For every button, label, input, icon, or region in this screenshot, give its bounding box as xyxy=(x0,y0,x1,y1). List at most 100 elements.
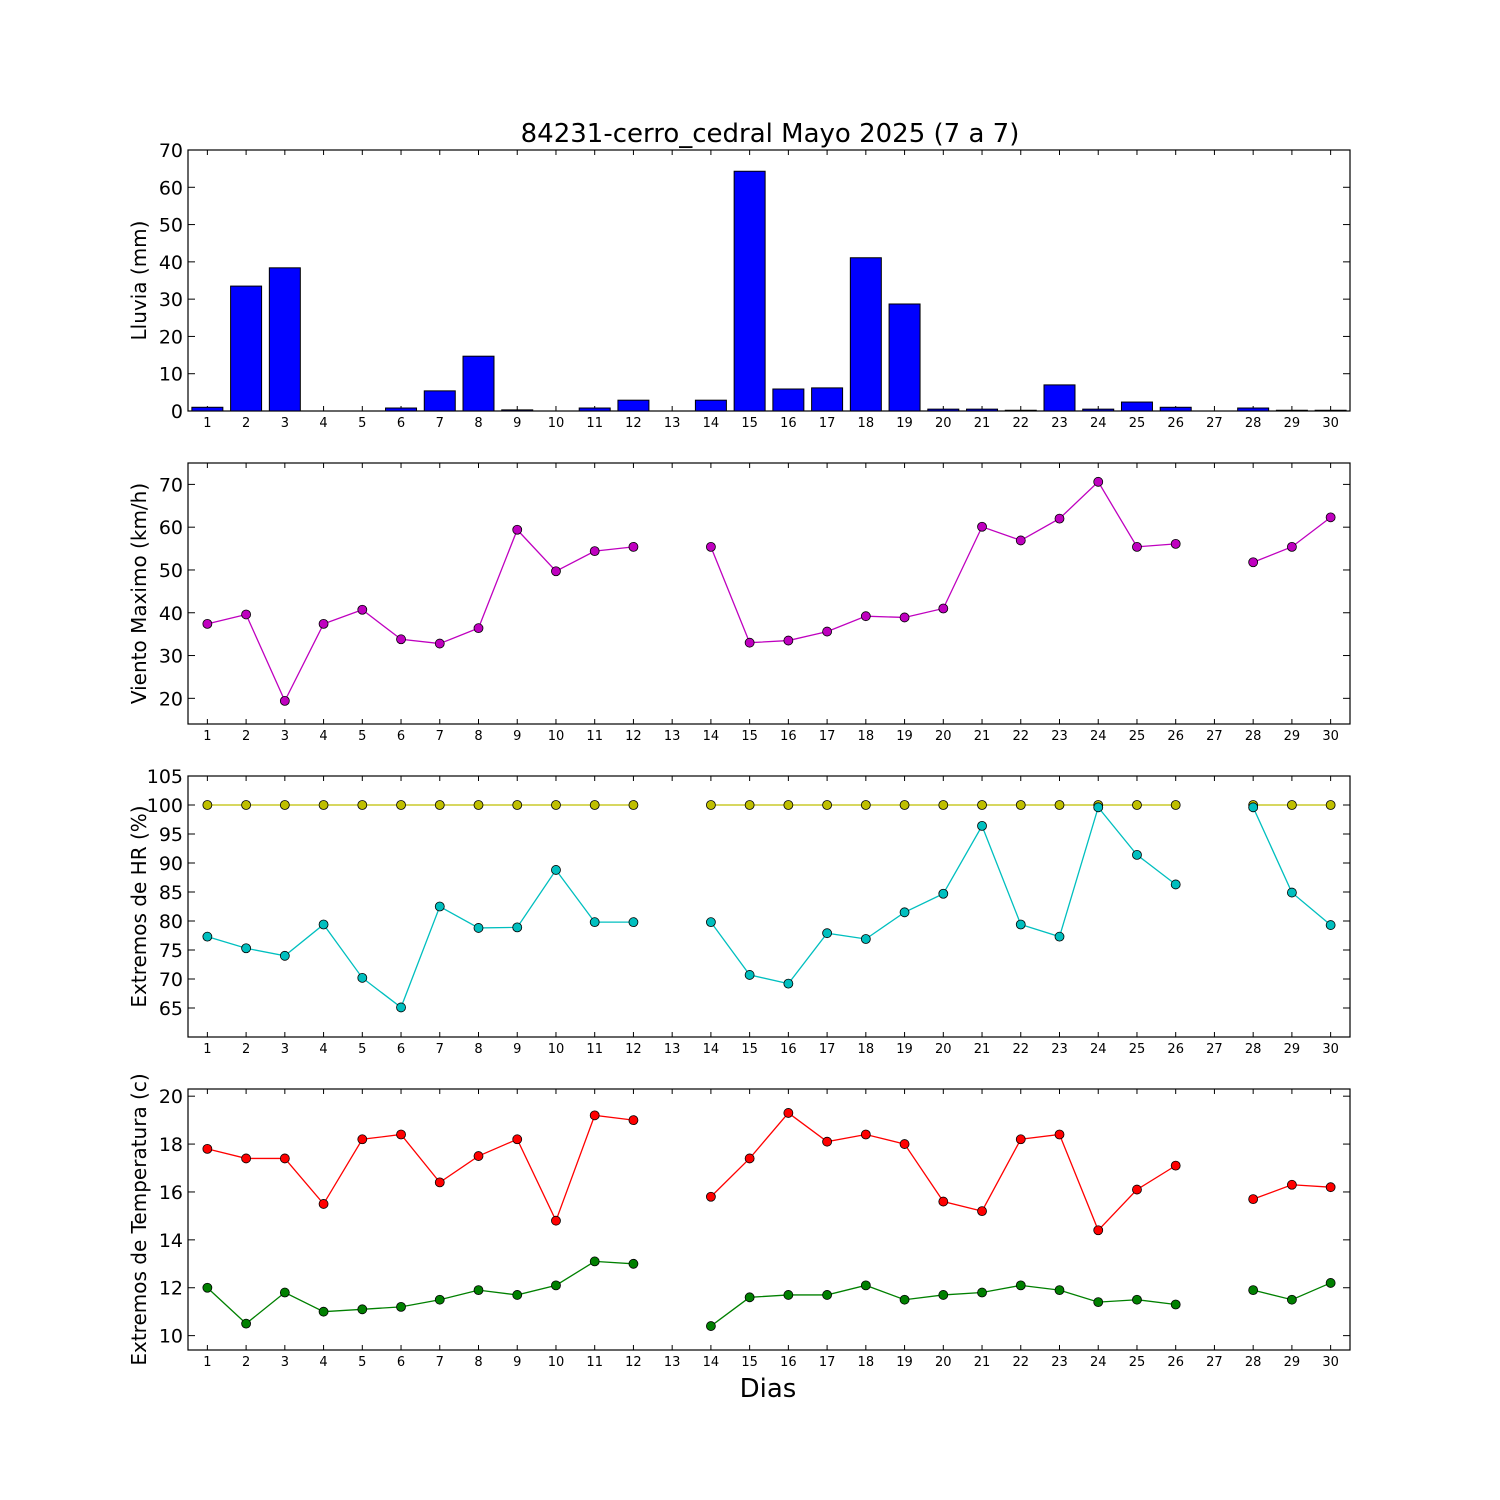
y-tick-label: 20 xyxy=(159,688,183,710)
x-tick-label: 1 xyxy=(203,729,211,744)
data-point xyxy=(551,800,561,810)
data-point xyxy=(357,604,368,615)
x-tick-label: 11 xyxy=(586,1042,603,1057)
x-tick-label: 11 xyxy=(586,729,603,744)
data-point xyxy=(279,950,290,961)
data-point xyxy=(357,972,368,983)
x-tick-label: 4 xyxy=(319,729,327,744)
x-tick-label: 25 xyxy=(1129,416,1146,431)
x-tick-label: 11 xyxy=(586,1355,603,1370)
data-point xyxy=(783,978,794,989)
y-tick-label: 80 xyxy=(159,911,183,933)
data-point xyxy=(744,1292,755,1303)
x-tick-label: 24 xyxy=(1090,1355,1107,1370)
x-tick-label: 20 xyxy=(935,729,952,744)
x-tick-label: 28 xyxy=(1245,1355,1262,1370)
x-tick-label: 12 xyxy=(625,729,642,744)
bar xyxy=(1082,408,1115,412)
x-tick-label: 5 xyxy=(358,1042,366,1057)
data-point xyxy=(1248,557,1259,568)
x-tick-label: 4 xyxy=(319,1042,327,1057)
data-point xyxy=(1132,1294,1142,1305)
plot-area xyxy=(187,149,1351,412)
x-tick-label: 1 xyxy=(203,1042,211,1057)
x-tick-label: 2 xyxy=(242,729,250,744)
x-tick-label: 19 xyxy=(896,729,913,744)
y-axis-label: Extremos de HR (%) xyxy=(127,805,151,1007)
y-tick-label: 85 xyxy=(159,882,183,904)
data-point xyxy=(357,800,368,810)
bar xyxy=(578,407,611,412)
x-tick-label: 29 xyxy=(1284,1355,1301,1370)
x-tick-label: 27 xyxy=(1206,1355,1223,1370)
bar xyxy=(1004,409,1037,412)
x-tick-label: 23 xyxy=(1051,729,1068,744)
data-point xyxy=(1248,802,1259,813)
x-tick-label: 6 xyxy=(397,1042,405,1057)
data-point xyxy=(396,634,406,645)
x-tick-label: 17 xyxy=(819,1355,836,1370)
data-point xyxy=(318,618,329,629)
data-point xyxy=(202,1282,213,1293)
data-point xyxy=(241,609,252,620)
data-point xyxy=(1054,1129,1065,1140)
data-point xyxy=(1287,1294,1297,1305)
y-tick-label: 95 xyxy=(159,824,183,846)
data-point xyxy=(512,922,523,933)
data-point xyxy=(434,1294,445,1305)
y-tick-label: 14 xyxy=(159,1230,183,1252)
bar xyxy=(1237,407,1270,412)
bar xyxy=(888,303,921,412)
x-tick-label: 9 xyxy=(513,1355,521,1370)
data-point xyxy=(1287,800,1297,810)
data-point xyxy=(473,923,484,933)
x-tick-label: 3 xyxy=(281,1355,289,1370)
data-point xyxy=(241,1318,252,1329)
data-point xyxy=(860,1280,871,1291)
data-point xyxy=(1132,800,1142,810)
x-tick-label: 5 xyxy=(358,729,366,744)
data-point xyxy=(1248,1194,1259,1205)
x-tick-label: 8 xyxy=(474,1355,482,1370)
x-tick-label: 2 xyxy=(242,1355,250,1370)
x-tick-label: 24 xyxy=(1090,729,1107,744)
x-tick-label: 10 xyxy=(548,416,565,431)
x-tick-label: 21 xyxy=(974,1355,991,1370)
data-point xyxy=(473,1151,484,1161)
bar xyxy=(423,390,456,412)
data-point xyxy=(551,1215,561,1226)
data-point xyxy=(860,800,871,810)
bar xyxy=(501,409,534,412)
data-point xyxy=(279,1153,290,1164)
plot-area xyxy=(187,775,1351,1038)
x-tick-label: 29 xyxy=(1284,1042,1301,1057)
data-point xyxy=(473,623,484,634)
y-tick-label: 60 xyxy=(159,517,183,539)
x-tick-label: 5 xyxy=(358,416,366,431)
data-point xyxy=(241,1153,252,1164)
data-point xyxy=(706,1321,716,1331)
x-tick-label: 13 xyxy=(664,416,681,431)
x-tick-label: 20 xyxy=(935,416,952,431)
data-point xyxy=(706,800,716,810)
data-point xyxy=(1132,1184,1142,1195)
x-tick-label: 20 xyxy=(935,1355,952,1370)
y-axis-label: Viento Maximo (km/h) xyxy=(127,483,151,704)
y-tick-label: 10 xyxy=(159,1326,183,1348)
data-point xyxy=(1015,800,1026,810)
y-tick-label: 40 xyxy=(159,603,183,625)
x-tick-label: 23 xyxy=(1051,1042,1068,1057)
data-point xyxy=(783,800,794,810)
x-tick-label: 27 xyxy=(1206,416,1223,431)
data-point xyxy=(202,800,213,810)
data-point xyxy=(938,603,949,614)
bar xyxy=(733,170,766,412)
data-point xyxy=(1093,1297,1104,1308)
data-point xyxy=(279,695,290,706)
x-tick-label: 14 xyxy=(703,1042,720,1057)
data-point xyxy=(977,521,987,532)
x-tick-label: 21 xyxy=(974,416,991,431)
data-point xyxy=(357,1134,368,1145)
data-point xyxy=(706,541,716,552)
